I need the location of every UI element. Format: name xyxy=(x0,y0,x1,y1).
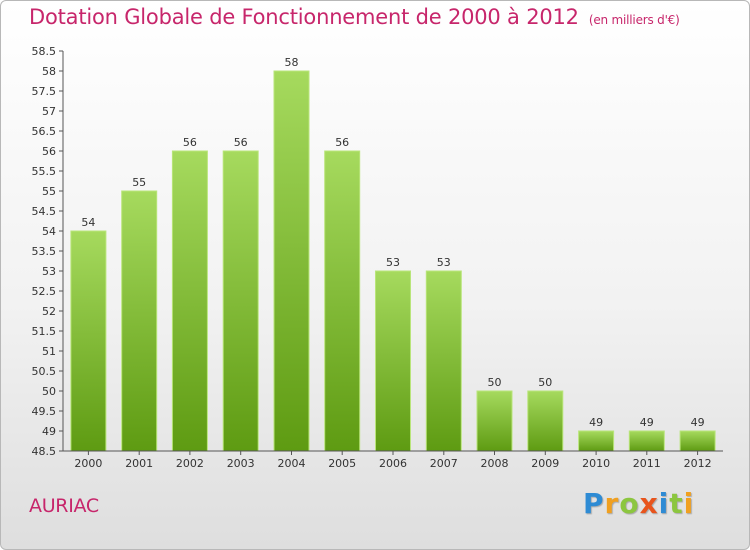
y-tick-label-52: 52 xyxy=(42,305,56,318)
y-tick-label-53.5: 53.5 xyxy=(32,245,57,258)
bar-2010 xyxy=(578,430,615,452)
y-tick-label-54: 54 xyxy=(42,225,56,238)
y-tick-label-49: 49 xyxy=(42,425,56,438)
y-tick-label-50.5: 50.5 xyxy=(32,365,57,378)
data-label-2005: 56 xyxy=(335,136,349,149)
bar-2002 xyxy=(171,150,208,452)
logo-letter: o xyxy=(619,487,640,520)
x-tick-label-2005: 2005 xyxy=(328,457,356,470)
bar-2003 xyxy=(222,150,259,452)
data-label-2012: 49 xyxy=(691,416,705,429)
x-tick-label-2002: 2002 xyxy=(176,457,204,470)
x-tick-label-2004: 2004 xyxy=(278,457,306,470)
y-tick-label-48.5: 48.5 xyxy=(32,445,57,458)
data-label-2007: 53 xyxy=(437,256,451,269)
logo-letter: i xyxy=(658,487,670,520)
y-tick-label-56.5: 56.5 xyxy=(32,125,57,138)
y-tick-label-57.5: 57.5 xyxy=(32,85,57,98)
bar-2008 xyxy=(476,390,513,452)
data-label-2003: 56 xyxy=(234,136,248,149)
x-tick-label-2008: 2008 xyxy=(481,457,509,470)
y-tick-label-51: 51 xyxy=(42,345,56,358)
data-label-2006: 53 xyxy=(386,256,400,269)
data-label-2000: 54 xyxy=(81,216,95,229)
y-tick-label-53: 53 xyxy=(42,265,56,278)
bar-2007 xyxy=(425,270,462,452)
commune-name: AURIAC xyxy=(29,495,99,517)
bar-2001 xyxy=(121,190,158,452)
chart-title: Dotation Globale de Fonctionnement de 20… xyxy=(29,5,680,29)
logo-letter: r xyxy=(604,487,620,520)
x-tick-label-2011: 2011 xyxy=(633,457,661,470)
y-tick-label-58.5: 58.5 xyxy=(32,45,57,58)
bar-2006 xyxy=(375,270,411,452)
logo-letter: i xyxy=(683,487,695,520)
x-tick-label-2012: 2012 xyxy=(684,457,712,470)
y-tick-label-55: 55 xyxy=(42,185,56,198)
y-tick-label-57: 57 xyxy=(42,105,56,118)
x-tick-label-2000: 2000 xyxy=(74,457,102,470)
data-label-2011: 49 xyxy=(640,416,654,429)
y-tick-label-49.5: 49.5 xyxy=(32,405,57,418)
y-tick-label-54.5: 54.5 xyxy=(32,205,57,218)
logo-letter: P xyxy=(583,487,605,520)
x-tick-label-2009: 2009 xyxy=(531,457,559,470)
x-tick-label-2007: 2007 xyxy=(430,457,458,470)
y-tick-label-56: 56 xyxy=(42,145,56,158)
y-tick-label-52.5: 52.5 xyxy=(32,285,57,298)
bar-2004 xyxy=(273,70,310,452)
x-tick-label-2001: 2001 xyxy=(125,457,153,470)
bar-2011 xyxy=(628,430,665,452)
bar-2005 xyxy=(324,150,361,452)
bar-2012 xyxy=(679,430,716,452)
y-tick-label-50: 50 xyxy=(42,385,56,398)
data-label-2001: 55 xyxy=(132,176,146,189)
proxiti-logo: Proxiti xyxy=(583,487,694,520)
y-tick-label-51.5: 51.5 xyxy=(32,325,57,338)
bar-2000 xyxy=(70,230,107,452)
bar-2009 xyxy=(527,390,564,452)
x-tick-label-2003: 2003 xyxy=(227,457,255,470)
data-label-2004: 58 xyxy=(285,56,299,69)
data-label-2009: 50 xyxy=(538,376,552,389)
x-tick-label-2006: 2006 xyxy=(379,457,407,470)
chart-title-text: Dotation Globale de Fonctionnement de 20… xyxy=(29,5,579,29)
data-label-2002: 56 xyxy=(183,136,197,149)
logo-letter: x xyxy=(639,487,659,520)
y-tick-label-58: 58 xyxy=(42,65,56,78)
x-tick-label-2010: 2010 xyxy=(582,457,610,470)
y-tick-label-55.5: 55.5 xyxy=(32,165,57,178)
chart-unit-note: (en milliers d'€) xyxy=(588,13,680,27)
logo-letter: t xyxy=(669,487,684,520)
data-label-2010: 49 xyxy=(589,416,603,429)
data-label-2008: 50 xyxy=(488,376,502,389)
